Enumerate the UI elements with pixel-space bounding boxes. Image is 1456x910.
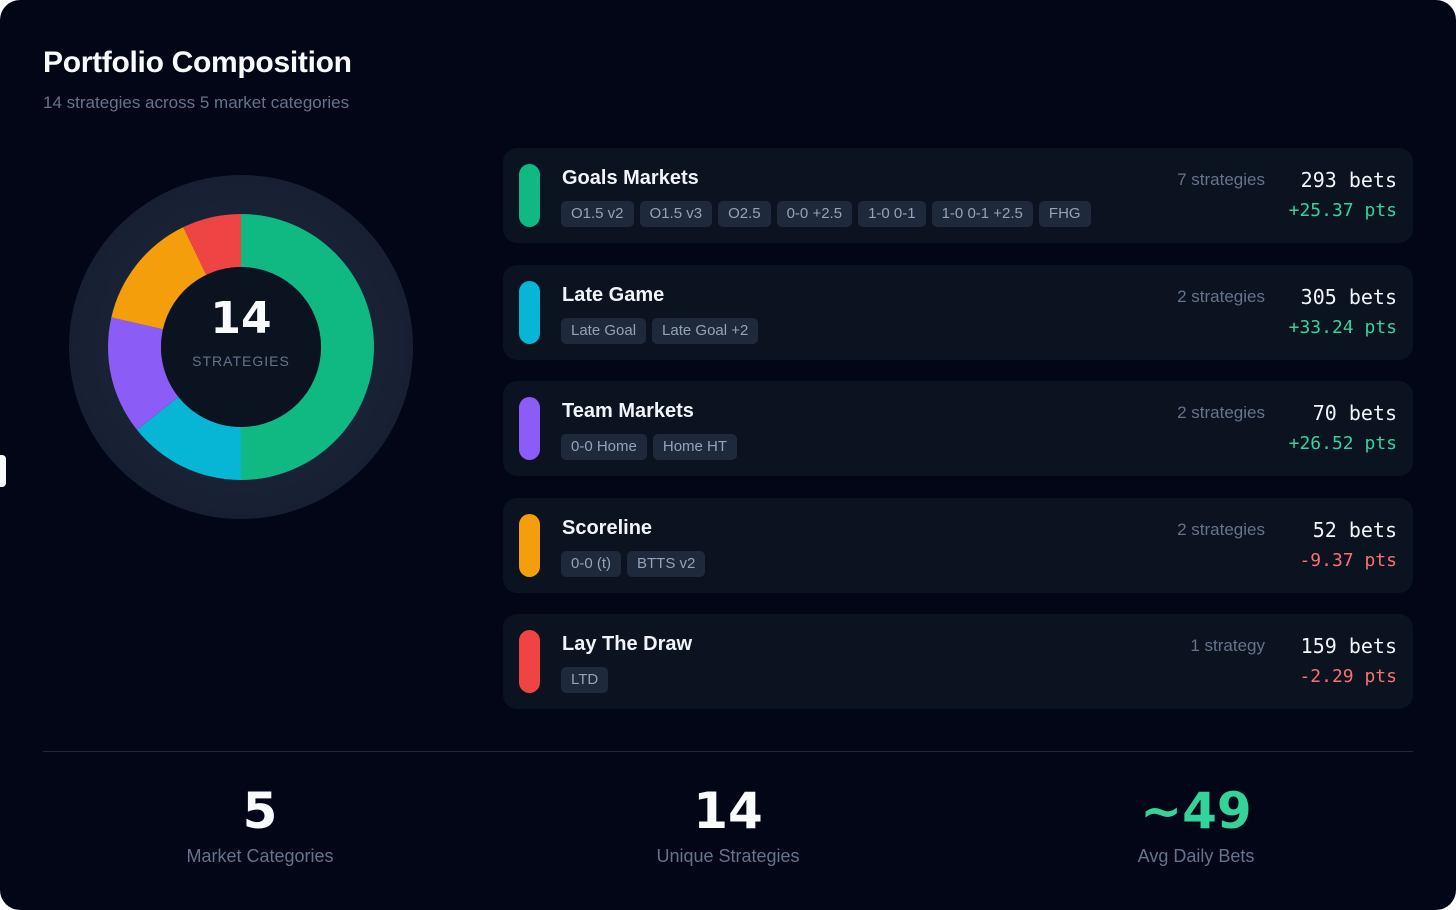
strategy-tags: 0-0 (t) BTTS v2: [561, 550, 706, 577]
category-card[interactable]: Lay The Draw LTD 1 strategy 159 bets -2.29 p…: [503, 614, 1413, 709]
stat-label: Market Categories: [186, 846, 334, 866]
bets-count: 52 bets: [1312, 517, 1397, 542]
donut-segment[interactable]: [241, 214, 374, 480]
category-list: Goals Markets O1.5 v2 O1.5 v3 O2.5 0-0 +2.5 1…: [503, 148, 1413, 731]
donut-svg: [69, 175, 413, 519]
donut-chart: 14 STRATEGIES: [69, 175, 413, 519]
category-name: Scoreline: [562, 516, 653, 539]
resize-handle[interactable]: [0, 455, 6, 487]
stat-value: 5: [242, 782, 278, 840]
donut-segment[interactable]: [183, 214, 241, 275]
strategy-count: 2 strategies: [1177, 519, 1265, 539]
category-card[interactable]: Scoreline 0-0 (t) BTTS v2 2 strategies 52 be…: [503, 497, 1413, 593]
donut-center-value: 14: [210, 293, 272, 344]
strategy-count: 1 strategy: [1190, 636, 1265, 655]
category-card[interactable]: Goals Markets O1.5 v2 O1.5 v3 O2.5 0-0 +2.5 1…: [503, 148, 1413, 243]
strategy-tag[interactable]: FHG: [1038, 201, 1091, 227]
bets-count: 159 bets: [1300, 634, 1397, 658]
page-subtitle: 14 strategies across 5 market categories: [43, 93, 350, 112]
stat-label: Avg Daily Bets: [1137, 846, 1255, 866]
points-value: -9.37 pts: [1299, 549, 1397, 571]
strategy-tags: LTD: [561, 667, 609, 693]
bets-count: 293 bets: [1300, 168, 1397, 192]
stat-label: Unique Strategies: [656, 846, 800, 866]
category-card[interactable]: Late Game Late Goal Late Goal +2 2 strategi…: [503, 264, 1413, 360]
bets-count: 70 bets: [1312, 401, 1397, 425]
donut-hole: [161, 267, 321, 427]
strategy-tag[interactable]: O2.5: [718, 201, 771, 227]
points-value: +33.24 pts: [1288, 316, 1397, 338]
strategy-tag[interactable]: 1-0 0-1 +2.5: [931, 201, 1033, 227]
strategy-tag[interactable]: O1.5 v2: [561, 201, 634, 227]
bets-count: 305 bets: [1300, 284, 1397, 309]
strategy-count: 2 strategies: [1177, 403, 1265, 422]
category-color-bar: [519, 630, 540, 693]
category-card[interactable]: Team Markets 0-0 Home Home HT 2 strategies 7…: [503, 381, 1413, 476]
strategy-tag[interactable]: O1.5 v3: [639, 201, 713, 227]
category-color-bar: [519, 164, 540, 227]
strategy-tag[interactable]: LTD: [561, 667, 609, 693]
strategy-tag[interactable]: Late Goal: [561, 317, 647, 344]
category-name: Goals Markets: [562, 167, 699, 189]
strategy-tags: 0-0 Home Home HT: [561, 434, 738, 460]
category-color-bar: [519, 280, 540, 344]
donut-segment[interactable]: [111, 227, 207, 330]
strategy-count: 2 strategies: [1177, 286, 1265, 306]
strategy-tag[interactable]: 1-0 0-1: [858, 201, 926, 227]
points-value: +25.37 pts: [1288, 200, 1397, 221]
points-value: +26.52 pts: [1288, 433, 1397, 454]
stat-market-categories: 5 Market Categories: [60, 782, 460, 867]
stat-value: ~49: [1140, 782, 1252, 840]
strategy-tag[interactable]: 0-0 Home: [561, 434, 647, 460]
donut-center-label: STRATEGIES: [192, 353, 290, 369]
strategy-tag[interactable]: Home HT: [652, 434, 738, 460]
stat-unique-strategies: 14 Unique Strategies: [528, 782, 928, 867]
category-color-bar: [519, 513, 540, 577]
category-name: Lay The Draw: [562, 633, 693, 655]
divider: [43, 751, 1413, 752]
category-name: Late Game: [562, 283, 665, 306]
strategy-tag[interactable]: Late Goal +2: [652, 317, 759, 344]
points-value: -2.29 pts: [1299, 666, 1397, 687]
stat-avg-daily-bets: ~49 Avg Daily Bets: [996, 782, 1396, 867]
category-color-bar: [519, 397, 540, 460]
category-name: Team Markets: [562, 400, 694, 422]
strategy-count: 7 strategies: [1177, 170, 1265, 189]
donut-segment[interactable]: [108, 317, 179, 430]
strategy-tags: Late Goal Late Goal +2: [561, 317, 759, 344]
strategy-tag[interactable]: 0-0 (t): [561, 550, 622, 577]
strategy-tag[interactable]: 0-0 +2.5: [776, 201, 853, 227]
page-title: Portfolio Composition: [43, 46, 352, 79]
donut-segment[interactable]: [137, 396, 241, 480]
strategy-tags: O1.5 v2 O1.5 v3 O2.5 0-0 +2.5 1-0 0-1 1-0 0-1…: [561, 201, 1091, 227]
stat-value: 14: [693, 782, 763, 840]
strategy-tag[interactable]: BTTS v2: [627, 550, 706, 577]
